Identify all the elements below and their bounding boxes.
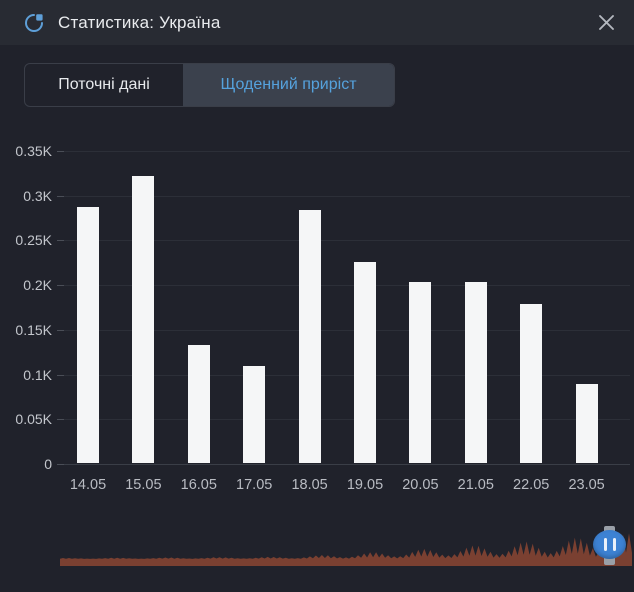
y-axis-label: 0.05K — [15, 411, 52, 428]
bar-chart-plot — [64, 151, 630, 465]
y-axis-label: 0.15K — [15, 321, 52, 338]
bar-19.05[interactable] — [354, 261, 376, 463]
y-axis-tick — [57, 374, 64, 376]
y-axis-tick — [57, 285, 64, 287]
y-axis-tick — [57, 419, 64, 421]
y-axis-label: 0.2K — [23, 277, 52, 294]
y-axis-tick — [57, 240, 64, 242]
gridline — [64, 374, 630, 376]
x-axis-label: 16.05 — [180, 477, 217, 493]
y-axis-tick — [57, 151, 64, 152]
bar-15.05[interactable] — [132, 176, 155, 463]
x-axis-label: 20.05 — [402, 477, 439, 493]
tab-current-data[interactable]: Поточні дані — [58, 76, 150, 93]
tab-bar: Поточні дані Щоденний приріст — [24, 63, 395, 107]
gridline — [64, 419, 630, 421]
x-axis-label: 23.05 — [568, 477, 605, 493]
bar-22.05[interactable] — [520, 303, 543, 463]
bar-20.05[interactable] — [409, 282, 432, 463]
y-axis-tick — [57, 195, 64, 197]
x-axis-label: 18.05 — [291, 477, 328, 493]
y-axis-label: 0.25K — [15, 232, 52, 249]
bar-16.05[interactable] — [187, 345, 210, 463]
y-axis-label: 0.3K — [23, 187, 52, 204]
modal-header: Статистика: Україна — [0, 0, 634, 45]
scrubber-handle[interactable] — [593, 530, 626, 559]
bar-21.05[interactable] — [464, 282, 487, 463]
modal-title: Статистика: Україна — [58, 12, 221, 32]
close-icon[interactable] — [594, 11, 618, 35]
y-axis-tick — [57, 329, 64, 331]
bar-17.05[interactable] — [243, 365, 266, 463]
y-axis-tick — [57, 464, 64, 465]
pause-icon — [603, 538, 607, 551]
y-axis-label: 0.1K — [23, 366, 52, 383]
gridline — [64, 151, 630, 152]
pause-icon — [612, 538, 616, 551]
bar-14.05[interactable] — [77, 207, 99, 463]
y-axis-label: 0.35K — [15, 143, 52, 159]
gridline — [64, 464, 630, 465]
tab-daily-increase[interactable]: Щоденний приріст — [183, 64, 394, 106]
x-axis-label: 17.05 — [236, 477, 273, 493]
pie-chart-icon — [25, 13, 43, 32]
x-axis-label: 14.05 — [69, 477, 107, 493]
gridline — [64, 285, 630, 287]
gridline — [64, 240, 630, 242]
y-axis-label: 0 — [44, 456, 52, 472]
timeline-waveform[interactable] — [60, 524, 632, 566]
bar-23.05[interactable] — [575, 384, 598, 463]
gridline — [64, 329, 630, 331]
x-axis-label: 15.05 — [125, 477, 162, 493]
x-axis-label: 19.05 — [346, 477, 384, 493]
gridline — [64, 195, 630, 197]
bar-18.05[interactable] — [298, 210, 321, 463]
x-axis-label: 21.05 — [457, 477, 494, 493]
x-axis-label: 22.05 — [513, 477, 550, 493]
